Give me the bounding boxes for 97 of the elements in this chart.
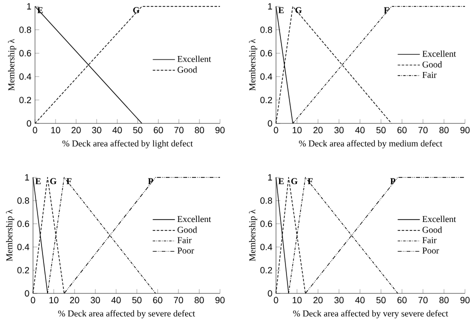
annotation: E	[37, 7, 43, 13]
annotation: E	[35, 178, 41, 184]
x-tick-label: 10	[51, 126, 60, 134]
y-tick-label: 0.6	[260, 50, 272, 56]
x-tick-label: 40	[112, 126, 122, 134]
x-tick-label: 30	[334, 296, 344, 304]
x-tick-label: 40	[355, 126, 365, 134]
x-tick-label: 80	[439, 296, 449, 304]
x-tick-label: 40	[111, 296, 121, 304]
y-tick-label: 1	[268, 3, 272, 10]
x-tick-label: 80	[439, 126, 449, 134]
x-tick-label: 30	[90, 296, 100, 304]
x-axis-title: % Deck area affected by very severe defect	[293, 310, 448, 318]
y-tick-label: 1	[268, 174, 272, 180]
annotation: F	[384, 7, 389, 13]
x-tick-label: 0	[274, 126, 278, 134]
x-tick-label: 70	[174, 296, 184, 304]
y-tick-label: 0.6	[260, 220, 272, 227]
y-tick-label: 0.4	[19, 73, 32, 80]
x-tick-label: 70	[174, 126, 184, 134]
y-axis-title: Membership λ	[6, 209, 14, 261]
x-tick-label: 90	[460, 296, 470, 304]
x-axis-title: % Deck area affected by severe defect	[58, 310, 196, 318]
y-tick-label: 0.4	[260, 73, 272, 80]
legend-label: Good	[422, 60, 442, 68]
x-tick-label: 70	[418, 126, 428, 134]
annotation: E	[278, 7, 284, 13]
x-tick-label: 90	[460, 126, 470, 134]
y-tick-label: 0.6	[17, 220, 30, 227]
y-tick-label: 0	[26, 120, 32, 126]
y-tick-label: 0	[268, 120, 272, 126]
legend-label: Excellent	[177, 216, 212, 222]
x-tick-label: 50	[376, 296, 386, 304]
y-tick-label: 0.2	[19, 96, 32, 103]
y-tick-label: 0.4	[17, 244, 30, 250]
x-tick-label: 60	[153, 296, 162, 304]
annotation: E	[278, 178, 284, 184]
y-tick-label: 0.2	[260, 266, 272, 274]
x-tick-label: 50	[133, 126, 142, 134]
legend-label: Good	[422, 226, 442, 233]
x-tick-label: 30	[334, 126, 344, 134]
annotation: P	[148, 178, 154, 184]
y-tick-label: 0.8	[260, 197, 272, 204]
y-tick-label: 0.8	[260, 26, 272, 33]
y-tick-label: 0.2	[260, 96, 272, 103]
y-tick-label: 1	[27, 3, 32, 10]
y-tick-label: 0.4	[260, 244, 272, 250]
x-axis-title: % Deck area affected by medium defect	[298, 140, 442, 148]
annotation: G	[291, 178, 298, 184]
x-axis-title: % Deck area affected by light defect	[62, 140, 193, 148]
legend-label: Good	[178, 66, 198, 73]
x-tick-label: 70	[418, 296, 428, 304]
x-tick-label: 20	[313, 296, 323, 304]
annotation: G	[295, 6, 302, 13]
annotation: G	[133, 6, 140, 13]
x-tick-label: 90	[215, 296, 225, 304]
legend-label: Fair	[422, 72, 437, 78]
legend-label: Fair	[177, 237, 192, 244]
x-tick-label: 80	[194, 126, 204, 134]
y-tick-label: 1	[25, 174, 30, 180]
x-tick-label: 90	[215, 126, 225, 134]
x-tick-label: 60	[397, 296, 407, 304]
x-tick-label: 50	[132, 296, 142, 304]
legend-label: Excellent	[422, 216, 456, 222]
x-tick-label: 40	[355, 296, 365, 304]
annotation: P	[390, 178, 396, 184]
x-tick-label: 80	[194, 296, 204, 304]
legend-label: Poor	[422, 247, 440, 254]
x-tick-label: 60	[397, 126, 407, 134]
legend-label: Excellent	[422, 50, 456, 57]
x-tick-label: 50	[376, 126, 386, 134]
x-tick-label: 30	[92, 126, 102, 134]
x-tick-label: 10	[292, 126, 302, 134]
legend-label: Excellent	[178, 56, 212, 62]
legend-label: Good	[178, 226, 198, 233]
y-tick-label: 0.8	[17, 197, 30, 204]
x-tick-label: 20	[72, 126, 81, 134]
x-tick-label: 60	[154, 126, 163, 134]
x-tick-label: 20	[313, 126, 323, 134]
x-tick-label: 10	[49, 296, 58, 304]
y-axis-title: Membership λ	[8, 38, 16, 90]
y-tick-label: 0	[24, 290, 30, 296]
annotation: F	[308, 178, 313, 184]
x-tick-label: 10	[292, 296, 302, 304]
annotation: G	[50, 178, 56, 184]
legend-label: Poor	[177, 247, 194, 254]
y-tick-label: 0.2	[17, 266, 30, 274]
annotation: F	[66, 178, 72, 184]
y-axis-title: Membership λ	[248, 209, 258, 261]
x-tick-label: 0	[274, 296, 278, 304]
legend-label: Fair	[422, 237, 437, 244]
y-tick-label: 0.6	[19, 50, 32, 56]
x-tick-label: 20	[70, 296, 80, 304]
y-axis-title: Membership λ	[248, 38, 258, 90]
y-tick-label: 0.8	[19, 26, 32, 33]
x-tick-label: 0	[32, 126, 38, 134]
y-tick-label: 0	[268, 290, 272, 296]
